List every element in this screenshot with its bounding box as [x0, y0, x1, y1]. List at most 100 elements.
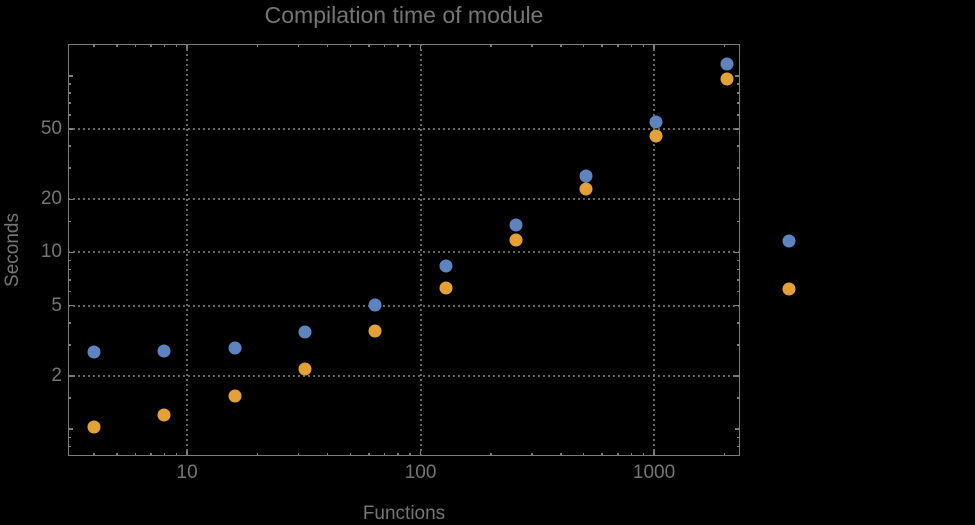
y-tick: [68, 428, 73, 430]
y-tick: [68, 268, 71, 271]
data-point-blue: [720, 57, 734, 71]
x-tick: [642, 453, 645, 456]
data-point-orange: [87, 420, 101, 434]
x-tick: [93, 44, 95, 47]
y-tick: [737, 43, 740, 46]
y-tick: [737, 92, 740, 94]
x-tick: [175, 453, 178, 456]
x-tick-label: 1000: [632, 462, 676, 483]
y-tick: [68, 83, 71, 85]
y-tick: [68, 167, 71, 169]
y-tick: [68, 322, 71, 324]
y-tick: [737, 102, 740, 104]
data-point-blue: [228, 341, 242, 355]
y-tick-label: 20: [40, 188, 62, 210]
chart-title: Compilation time of module: [264, 2, 544, 28]
x-tick: [134, 453, 137, 456]
x-tick: [297, 453, 300, 456]
y-tick: [68, 128, 73, 130]
y-tick: [735, 128, 740, 130]
data-point-blue: [298, 325, 312, 339]
y-tick: [68, 445, 71, 448]
x-tick: [368, 453, 370, 456]
y-tick: [737, 83, 740, 85]
data-point-orange: [509, 233, 523, 247]
y-gridline: [68, 374, 740, 377]
y-tick-label: 2: [51, 364, 62, 386]
x-axis-label: Functions: [362, 503, 446, 524]
y-tick: [737, 268, 740, 271]
y-gridline: [68, 127, 740, 130]
data-point-orange: [649, 129, 663, 143]
x-tick: [368, 44, 370, 47]
x-tick: [630, 44, 633, 47]
x-tick: [186, 44, 188, 49]
data-point-orange: [368, 324, 382, 338]
x-tick-label: 10: [176, 462, 198, 483]
y-tick: [68, 198, 73, 201]
x-tick: [617, 44, 619, 47]
y-tick: [735, 304, 740, 307]
data-point-blue: [439, 259, 453, 273]
y-tick: [737, 279, 740, 281]
x-tick: [256, 44, 259, 47]
x-tick: [150, 44, 152, 47]
y-tick: [68, 114, 71, 116]
x-tick: [349, 44, 352, 47]
y-tick: [68, 92, 71, 94]
x-tick: [297, 44, 300, 47]
y-gridline: [68, 304, 740, 307]
data-point-blue: [368, 298, 382, 312]
x-tick: [531, 44, 533, 47]
y-tick: [68, 259, 71, 262]
y-tick: [735, 198, 740, 201]
x-tick: [723, 453, 726, 456]
y-tick: [737, 220, 740, 223]
y-tick: [68, 145, 71, 147]
y-tick: [68, 251, 73, 254]
data-point-blue: [509, 218, 523, 232]
y-tick: [68, 344, 71, 346]
y-gridline: [68, 198, 740, 201]
y-tick: [68, 220, 71, 223]
x-tick: [397, 453, 399, 456]
x-tick: [163, 453, 166, 456]
y-tick: [68, 304, 73, 307]
data-point-blue: [782, 234, 796, 248]
y-tick: [735, 251, 740, 254]
data-point-orange: [720, 72, 734, 86]
y-tick: [737, 290, 740, 293]
x-tick: [326, 453, 329, 456]
y-tick-label: 10: [40, 241, 62, 263]
data-point-orange: [579, 182, 593, 196]
x-tick: [409, 44, 411, 47]
y-tick: [735, 428, 740, 430]
x-gridline: [653, 44, 656, 456]
y-tick: [737, 436, 740, 438]
y-tick: [68, 279, 71, 281]
x-tick: [409, 453, 411, 456]
data-point-blue: [649, 115, 663, 129]
data-point-blue: [157, 344, 171, 358]
data-point-blue: [87, 345, 101, 359]
x-tick: [116, 44, 118, 47]
data-point-orange: [298, 362, 312, 376]
data-point-orange: [157, 408, 171, 422]
y-tick-label: 5: [51, 294, 62, 316]
data-point-orange: [782, 282, 796, 296]
x-tick: [186, 451, 188, 456]
x-tick: [326, 44, 329, 47]
x-tick: [642, 44, 645, 47]
y-tick: [737, 145, 740, 147]
y-tick: [737, 167, 740, 169]
x-tick: [419, 451, 422, 456]
y-tick-label: 50: [40, 117, 62, 139]
y-tick: [68, 43, 71, 46]
plot-area: [68, 43, 796, 456]
x-tick: [601, 44, 603, 47]
y-tick: [737, 259, 740, 262]
y-tick: [68, 436, 71, 438]
data-point-orange: [439, 281, 453, 295]
x-tick: [163, 44, 166, 47]
